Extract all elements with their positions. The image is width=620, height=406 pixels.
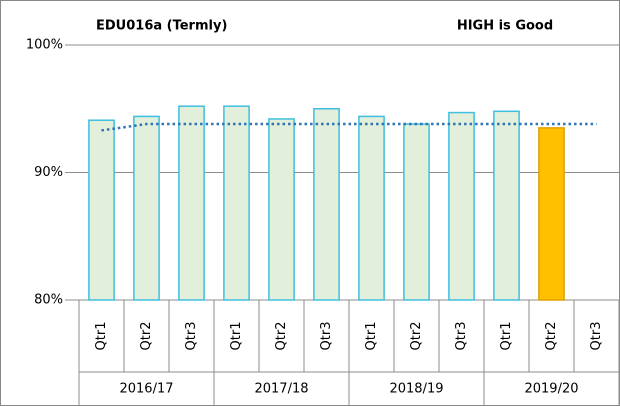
bar bbox=[133, 115, 160, 301]
group-label: 2016/17 bbox=[119, 382, 173, 397]
bar bbox=[493, 110, 520, 301]
bar bbox=[313, 108, 340, 301]
bar bbox=[268, 118, 295, 301]
annotation: HIGH is Good bbox=[457, 19, 553, 34]
x-tick-label: Qtr3 bbox=[184, 322, 199, 351]
bar bbox=[88, 119, 115, 301]
x-tick-label: Qtr2 bbox=[274, 322, 289, 351]
bar bbox=[223, 105, 250, 301]
x-tick-label: Qtr3 bbox=[319, 322, 334, 351]
x-tick-label: Qtr3 bbox=[454, 322, 469, 351]
x-tick-label: Qtr1 bbox=[499, 322, 514, 351]
group-label: 2019/20 bbox=[524, 382, 578, 397]
x-tick-label: Qtr2 bbox=[544, 322, 559, 351]
y-tick-label: 80% bbox=[34, 293, 63, 308]
x-tick-label: Qtr2 bbox=[139, 322, 154, 351]
x-tick-label: Qtr3 bbox=[589, 322, 604, 351]
y-tick-label: 100% bbox=[26, 38, 63, 53]
x-tick-label: Qtr1 bbox=[94, 322, 109, 351]
bar bbox=[448, 111, 475, 301]
bar bbox=[403, 123, 430, 301]
bar bbox=[178, 105, 205, 301]
x-tick-label: Qtr1 bbox=[229, 322, 244, 351]
y-tick-label: 90% bbox=[34, 165, 63, 180]
group-label: 2017/18 bbox=[254, 382, 308, 397]
x-tick-label: Qtr1 bbox=[364, 322, 379, 351]
x-tick-label: Qtr2 bbox=[409, 322, 424, 351]
bar bbox=[538, 127, 565, 301]
target-line bbox=[101, 122, 597, 132]
bar bbox=[358, 115, 385, 301]
chart-title: EDU016a (Termly) bbox=[96, 19, 227, 34]
group-label: 2018/19 bbox=[389, 382, 443, 397]
